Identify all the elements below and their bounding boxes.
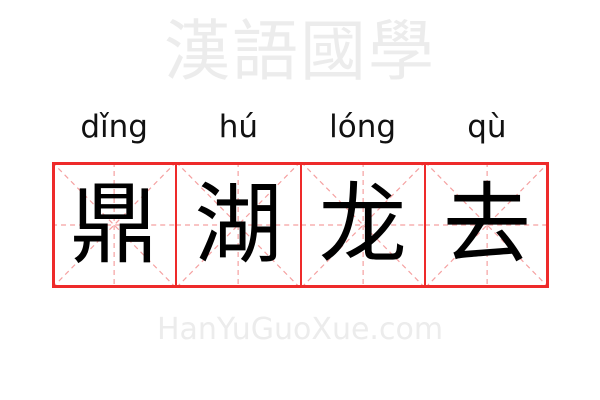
grid-divider — [424, 162, 426, 288]
guide-line — [424, 162, 549, 288]
character-cell: 鼎 — [52, 162, 177, 288]
character-cell: 去 — [424, 162, 549, 288]
character-1: 鼎 — [70, 173, 159, 276]
pinyin-3: lóng — [329, 109, 397, 145]
pinyin-row: dǐng hú lóng qù — [52, 104, 549, 150]
character-3: 龙 — [318, 173, 407, 276]
guide-line — [176, 162, 301, 288]
pinyin-1: dǐng — [80, 109, 148, 145]
guide-line — [176, 162, 301, 288]
grid-divider — [175, 162, 177, 288]
guide-lines — [176, 162, 301, 288]
watermark-latin: HanYuGuoXue.com — [156, 312, 444, 347]
pinyin-4: qù — [467, 109, 507, 145]
character-cell: 龙 — [300, 162, 425, 288]
character-grid: 鼎 湖 龙 去 — [52, 162, 549, 288]
guide-line — [300, 162, 425, 288]
character-2: 湖 — [194, 173, 283, 276]
character-cell: 湖 — [176, 162, 301, 288]
character-4: 去 — [442, 173, 531, 276]
guide-lines — [300, 162, 425, 288]
watermark-chinese: 漢語國學 — [164, 13, 436, 90]
pinyin-2: hú — [218, 109, 259, 145]
guide-lines — [52, 162, 177, 288]
guide-line — [52, 162, 177, 288]
guide-line — [300, 162, 425, 288]
guide-line — [424, 162, 549, 288]
guide-lines — [424, 162, 549, 288]
guide-line — [52, 162, 177, 288]
grid-divider — [300, 162, 302, 288]
